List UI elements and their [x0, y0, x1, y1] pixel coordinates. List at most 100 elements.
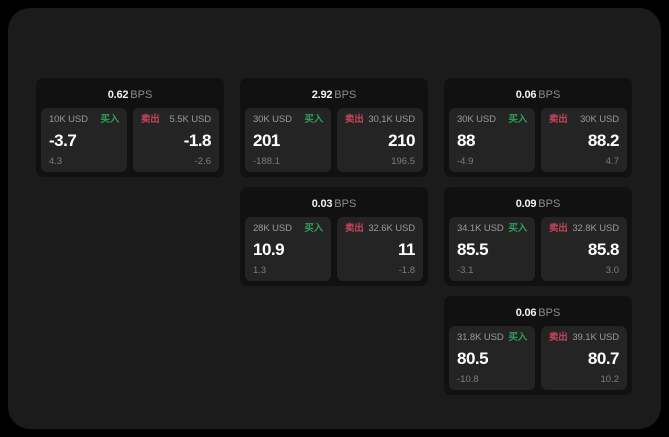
- card-sides: 30K USD 买入 88 -4.9 卖出 30K USD 88.2 4.7: [449, 108, 627, 172]
- side-top-row: 28K USD 买入: [253, 224, 323, 234]
- buy-side-panel[interactable]: 31.8K USD 买入 80.5 -10.8: [449, 326, 535, 390]
- sell-quantity-label: 32.8K USD: [572, 223, 619, 234]
- buy-price: 80.5: [457, 348, 489, 368]
- bps-unit-label: BPS: [538, 307, 561, 319]
- sell-side-panel[interactable]: 卖出 32.6K USD 11 -1.8: [337, 217, 423, 281]
- buy-quantity-label: 34.1K USD: [457, 223, 504, 234]
- buy-price: 85.5: [457, 239, 489, 259]
- sell-side-panel[interactable]: 卖出 30K USD 88.2 4.7: [541, 108, 627, 172]
- quote-card[interactable]: 2.92 BPS 30K USD 买入 201 -188.1 卖出 30,1K USD 210 1…: [240, 78, 428, 177]
- sell-action-label[interactable]: 卖出: [345, 114, 364, 125]
- quote-card[interactable]: 0.03 BPS 28K USD 买入 10.9 1.3 卖出 32.6K USD 11 -1.8: [240, 187, 428, 286]
- side-top-row: 卖出 32.6K USD: [345, 224, 415, 234]
- sell-side-panel[interactable]: 卖出 30,1K USD 210 196.5: [337, 108, 423, 172]
- sell-delta: -2.6: [194, 155, 211, 167]
- buy-delta: -10.8: [457, 373, 479, 385]
- bps-value: 0.03: [311, 198, 333, 210]
- buy-side-panel[interactable]: 30K USD 买入 201 -188.1: [245, 108, 331, 172]
- side-top-row: 30K USD 买入: [457, 115, 527, 125]
- buy-side-panel[interactable]: 28K USD 买入 10.9 1.3: [245, 217, 331, 281]
- buy-delta: 1.3: [253, 264, 267, 276]
- bps-unit-label: BPS: [334, 89, 357, 101]
- side-top-row: 10K USD 买入: [49, 115, 119, 125]
- sell-delta: 196.5: [391, 155, 415, 167]
- buy-price: 10.9: [253, 239, 285, 259]
- quote-card-grid: 0.62 BPS 10K USD 买入 -3.7 4.3 卖出 5.5K USD -1.8 -2.…: [36, 78, 634, 395]
- card-bps-header: 0.62 BPS: [41, 84, 219, 108]
- side-top-row: 卖出 39.1K USD: [549, 333, 619, 343]
- card-sides: 30K USD 买入 201 -188.1 卖出 30,1K USD 210 196.5: [245, 108, 423, 172]
- sell-quantity-label: 32.6K USD: [368, 223, 415, 234]
- buy-action-label[interactable]: 买入: [508, 114, 527, 125]
- card-bps-header: 0.06 BPS: [449, 302, 627, 326]
- buy-quantity-label: 10K USD: [49, 114, 88, 125]
- buy-quantity-label: 31.8K USD: [457, 332, 504, 343]
- side-top-row: 卖出 30,1K USD: [345, 115, 415, 125]
- bps-value: 0.09: [515, 198, 537, 210]
- side-top-row: 34.1K USD 买入: [457, 224, 527, 234]
- card-bps-header: 0.09 BPS: [449, 193, 627, 217]
- buy-action-label[interactable]: 买入: [508, 223, 527, 234]
- quote-card[interactable]: 0.06 BPS 31.8K USD 买入 80.5 -10.8 卖出 39.1K USD 80…: [444, 296, 632, 395]
- quote-column: 0.62 BPS 10K USD 买入 -3.7 4.3 卖出 5.5K USD -1.8 -2.…: [36, 78, 224, 177]
- sell-quantity-label: 30,1K USD: [368, 114, 415, 125]
- side-top-row: 卖出 32.8K USD: [549, 224, 619, 234]
- sell-side-panel[interactable]: 卖出 39.1K USD 80.7 10.2: [541, 326, 627, 390]
- quote-card[interactable]: 0.06 BPS 30K USD 买入 88 -4.9 卖出 30K USD 88.2 4.7: [444, 78, 632, 177]
- sell-side-panel[interactable]: 卖出 32.8K USD 85.8 3.0: [541, 217, 627, 281]
- buy-delta: -4.9: [457, 155, 474, 167]
- buy-delta: 4.3: [49, 155, 63, 167]
- sell-price: 88.2: [587, 130, 620, 150]
- buy-price: 201: [253, 130, 280, 150]
- sell-action-label[interactable]: 卖出: [549, 332, 568, 343]
- card-bps-header: 2.92 BPS: [245, 84, 423, 108]
- card-sides: 28K USD 买入 10.9 1.3 卖出 32.6K USD 11 -1.8: [245, 217, 423, 281]
- card-sides: 34.1K USD 买入 85.5 -3.1 卖出 32.8K USD 85.8 3.0: [449, 217, 627, 281]
- quote-card[interactable]: 0.62 BPS 10K USD 买入 -3.7 4.3 卖出 5.5K USD -1.8 -2.…: [36, 78, 224, 177]
- quote-card[interactable]: 0.09 BPS 34.1K USD 买入 85.5 -3.1 卖出 32.8K USD 85.…: [444, 187, 632, 286]
- bps-value: 0.62: [107, 89, 129, 101]
- buy-price: 88: [457, 130, 475, 150]
- buy-delta: -188.1: [253, 155, 280, 167]
- buy-action-label[interactable]: 买入: [304, 114, 323, 125]
- sell-quantity-label: 39.1K USD: [572, 332, 619, 343]
- bps-unit-label: BPS: [538, 89, 561, 101]
- buy-side-panel[interactable]: 34.1K USD 买入 85.5 -3.1: [449, 217, 535, 281]
- bps-value: 0.06: [515, 307, 537, 319]
- buy-delta: -3.1: [457, 264, 474, 276]
- buy-side-panel[interactable]: 10K USD 买入 -3.7 4.3: [41, 108, 127, 172]
- sell-action-label[interactable]: 卖出: [345, 223, 364, 234]
- sell-delta: 4.7: [605, 155, 619, 167]
- sell-delta: 3.0: [605, 264, 619, 276]
- sell-side-panel[interactable]: 卖出 5.5K USD -1.8 -2.6: [133, 108, 219, 172]
- sell-action-label[interactable]: 卖出: [549, 114, 568, 125]
- sell-price: 210: [388, 130, 415, 150]
- quote-panel: 0.62 BPS 10K USD 买入 -3.7 4.3 卖出 5.5K USD -1.8 -2.…: [8, 8, 661, 429]
- quote-column: 0.06 BPS 30K USD 买入 88 -4.9 卖出 30K USD 88.2 4.7 0.…: [444, 78, 632, 395]
- card-sides: 31.8K USD 买入 80.5 -10.8 卖出 39.1K USD 80.7 10.2: [449, 326, 627, 390]
- sell-price: -1.8: [183, 130, 212, 150]
- sell-price: 11: [398, 239, 415, 259]
- buy-quantity-label: 30K USD: [457, 114, 496, 125]
- side-top-row: 卖出 5.5K USD: [141, 115, 211, 125]
- sell-action-label[interactable]: 卖出: [549, 223, 568, 234]
- card-sides: 10K USD 买入 -3.7 4.3 卖出 5.5K USD -1.8 -2.6: [41, 108, 219, 172]
- quote-column: 2.92 BPS 30K USD 买入 201 -188.1 卖出 30,1K USD 210 1…: [240, 78, 428, 286]
- sell-quantity-label: 5.5K USD: [169, 114, 212, 125]
- side-top-row: 卖出 30K USD: [549, 115, 619, 125]
- side-top-row: 30K USD 买入: [253, 115, 323, 125]
- sell-delta: 10.2: [600, 373, 620, 385]
- bps-value: 0.06: [515, 89, 537, 101]
- buy-action-label[interactable]: 买入: [304, 223, 323, 234]
- buy-action-label[interactable]: 买入: [100, 114, 119, 125]
- card-bps-header: 0.06 BPS: [449, 84, 627, 108]
- side-top-row: 31.8K USD 买入: [457, 333, 527, 343]
- sell-price: 85.8: [587, 239, 620, 259]
- bps-unit-label: BPS: [130, 89, 153, 101]
- sell-price: 80.7: [587, 348, 620, 368]
- buy-action-label[interactable]: 买入: [508, 332, 527, 343]
- sell-action-label[interactable]: 卖出: [141, 114, 160, 125]
- buy-price: -3.7: [49, 130, 77, 150]
- buy-side-panel[interactable]: 30K USD 买入 88 -4.9: [449, 108, 535, 172]
- buy-quantity-label: 28K USD: [253, 223, 292, 234]
